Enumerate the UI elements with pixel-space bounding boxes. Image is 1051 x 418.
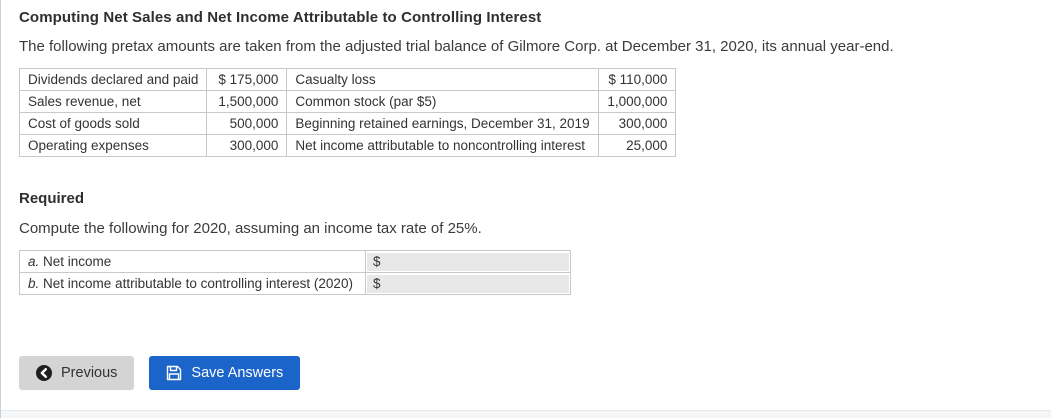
question-content: Computing Net Sales and Net Income Attri… xyxy=(1,0,1051,390)
chevron-left-circle-icon xyxy=(36,365,52,381)
currency-symbol: $ xyxy=(373,254,381,269)
floppy-disk-icon xyxy=(166,365,182,381)
answer-label: b. Net income attributable to controllin… xyxy=(19,272,366,295)
instruction-text: Compute the following for 2020, assuming… xyxy=(19,220,482,237)
button-row: Previous Save Answers xyxy=(19,356,1031,390)
save-answers-button[interactable]: Save Answers xyxy=(149,356,301,390)
answer-input-cell: $ xyxy=(365,272,571,295)
account-amount: $ 110,000 xyxy=(598,68,677,91)
table-row: Dividends declared and paid $ 175,000 Ca… xyxy=(18,68,677,91)
answer-letter: a. xyxy=(28,254,40,269)
answer-letter: b. xyxy=(28,276,40,291)
table-row: Sales revenue, net 1,500,000 Common stoc… xyxy=(18,90,677,113)
answers-table: a. Net income $ b. Net income attributab… xyxy=(19,250,571,295)
answer-row: a. Net income $ xyxy=(19,250,571,273)
footer-strip xyxy=(1,410,1051,418)
account-label: Dividends declared and paid xyxy=(18,68,208,91)
table-row: Operating expenses 300,000 Net income at… xyxy=(18,134,677,157)
previous-button[interactable]: Previous xyxy=(19,356,135,390)
account-label: Beginning retained earnings, December 31… xyxy=(286,112,600,135)
table-row: Cost of goods sold 500,000 Beginning ret… xyxy=(18,112,677,135)
currency-symbol: $ xyxy=(373,276,381,291)
answer-row: b. Net income attributable to controllin… xyxy=(19,272,571,295)
account-amount: 300,000 xyxy=(598,112,677,135)
answer-input-cell: $ xyxy=(365,250,571,273)
account-label: Cost of goods sold xyxy=(18,112,208,135)
answer-label-text: Net income attributable to controlling i… xyxy=(43,276,353,291)
account-label: Casualty loss xyxy=(286,68,600,91)
answer-input-box: $ xyxy=(367,252,569,271)
account-label: Net income attributable to noncontrollin… xyxy=(286,134,600,157)
account-amount: 500,000 xyxy=(206,112,288,135)
net-income-input[interactable] xyxy=(385,254,563,269)
controlling-interest-income-input[interactable] xyxy=(385,276,563,291)
account-amount: $ 175,000 xyxy=(206,68,288,91)
account-amount: 300,000 xyxy=(206,134,288,157)
required-heading: Required xyxy=(19,190,85,207)
account-amount: 25,000 xyxy=(598,134,677,157)
question-title: Computing Net Sales and Net Income Attri… xyxy=(19,9,542,26)
account-amount: 1,500,000 xyxy=(206,90,288,113)
intro-text: The following pretax amounts are taken f… xyxy=(19,38,894,55)
account-label: Common stock (par $5) xyxy=(286,90,600,113)
answer-label-text: Net income xyxy=(43,254,112,269)
save-answers-button-label: Save Answers xyxy=(191,365,284,381)
account-label: Sales revenue, net xyxy=(18,90,208,113)
account-label: Operating expenses xyxy=(18,134,208,157)
answer-input-box: $ xyxy=(367,274,569,293)
previous-button-label: Previous xyxy=(61,365,118,381)
trial-balance-table: Dividends declared and paid $ 175,000 Ca… xyxy=(18,68,677,157)
account-amount: 1,000,000 xyxy=(598,90,677,113)
answer-label: a. Net income xyxy=(19,250,366,273)
